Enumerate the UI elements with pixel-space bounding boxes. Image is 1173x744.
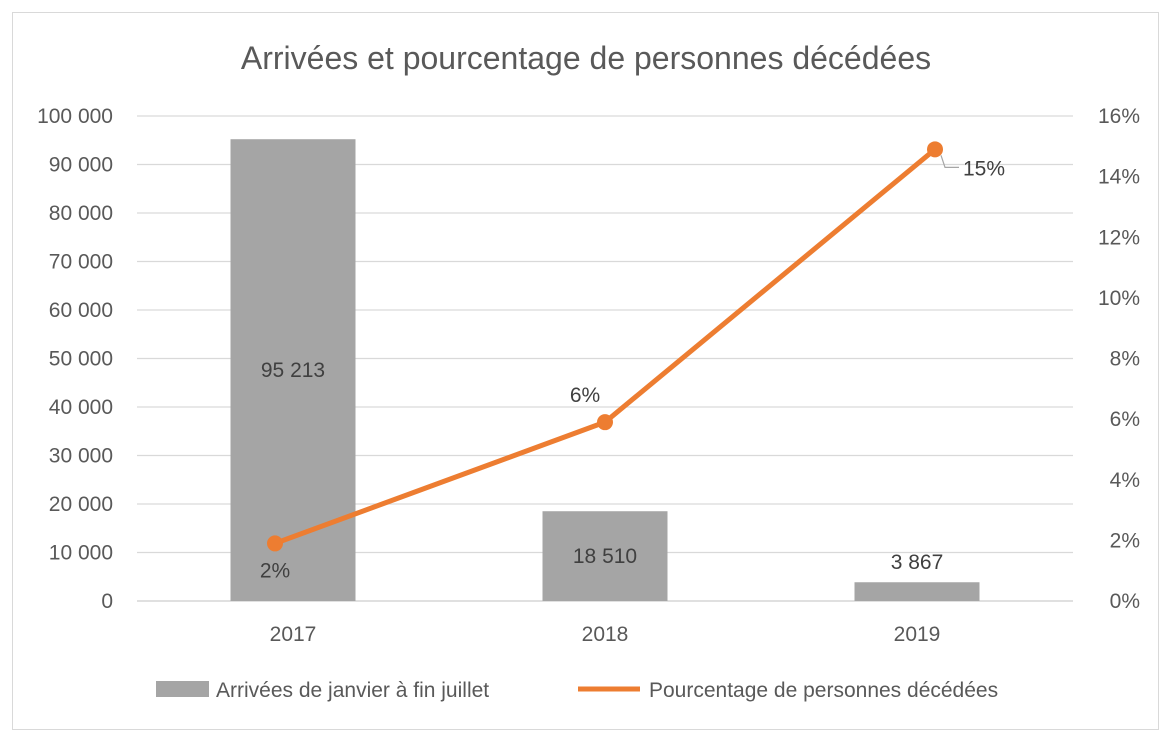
left-tick-label: 40 000 [49,396,113,419]
right-tick-label: 0% [1110,590,1140,613]
legend-line-label: Pourcentage de personnes décédées [649,679,998,702]
bar [542,511,668,601]
left-tick-label: 20 000 [49,493,113,516]
line-marker [597,414,613,431]
bar-data-labels: 95 213 18 510 3 867 [261,359,943,574]
bar-data-label: 18 510 [573,545,637,568]
legend-bar-label: Arrivées de janvier à fin juillet [216,679,489,702]
line-path [274,147,937,546]
x-tick-label: 2019 [894,623,941,646]
chart-frame [12,12,1159,730]
line-data-label: 6% [570,384,600,407]
left-tick-label: 50 000 [49,348,113,371]
bar-series [230,139,980,601]
left-tick-label: 90 000 [49,154,113,177]
legend-bar-swatch [156,681,209,697]
right-tick-label: 8% [1110,348,1140,371]
right-tick-label: 16% [1098,105,1140,128]
line-series: 2% 6% 15% [260,141,1005,582]
bar-data-label: 95 213 [261,359,325,382]
right-tick-label: 12% [1098,226,1140,249]
x-tick-label: 2017 [270,623,317,646]
left-tick-label: 80 000 [49,202,113,225]
legend: Arrivées de janvier à fin juillet Pourcen… [156,679,998,702]
left-tick-label: 30 000 [49,445,113,468]
x-tick-label: 2018 [582,623,629,646]
label-leader-line [940,155,959,168]
line-marker [267,535,283,552]
right-tick-label: 10% [1098,287,1140,310]
line-marker [927,141,943,158]
bar-data-label: 3 867 [891,551,944,574]
chart-title: Arrivées et pourcentage de personnes déc… [241,40,931,76]
right-tick-label: 4% [1110,469,1140,492]
left-axis-ticks: 0 10 000 20 000 30 000 40 000 50 000 60 000 70 … [37,105,113,613]
left-tick-label: 0 [101,590,113,613]
line-data-label: 15% [963,157,1005,180]
right-tick-label: 14% [1098,166,1140,189]
right-tick-label: 6% [1110,408,1140,431]
bar [854,582,980,601]
x-axis-ticks: 2017 2018 2019 [270,623,941,646]
left-tick-label: 100 000 [37,105,113,128]
line-data-label: 2% [260,559,290,582]
left-tick-label: 10 000 [49,542,113,565]
right-axis-ticks: 0% 2% 4% 6% 8% 10% 12% 14% 16% [1098,105,1140,613]
right-tick-label: 2% [1110,529,1140,552]
left-tick-label: 70 000 [49,251,113,274]
left-tick-label: 60 000 [49,299,113,322]
